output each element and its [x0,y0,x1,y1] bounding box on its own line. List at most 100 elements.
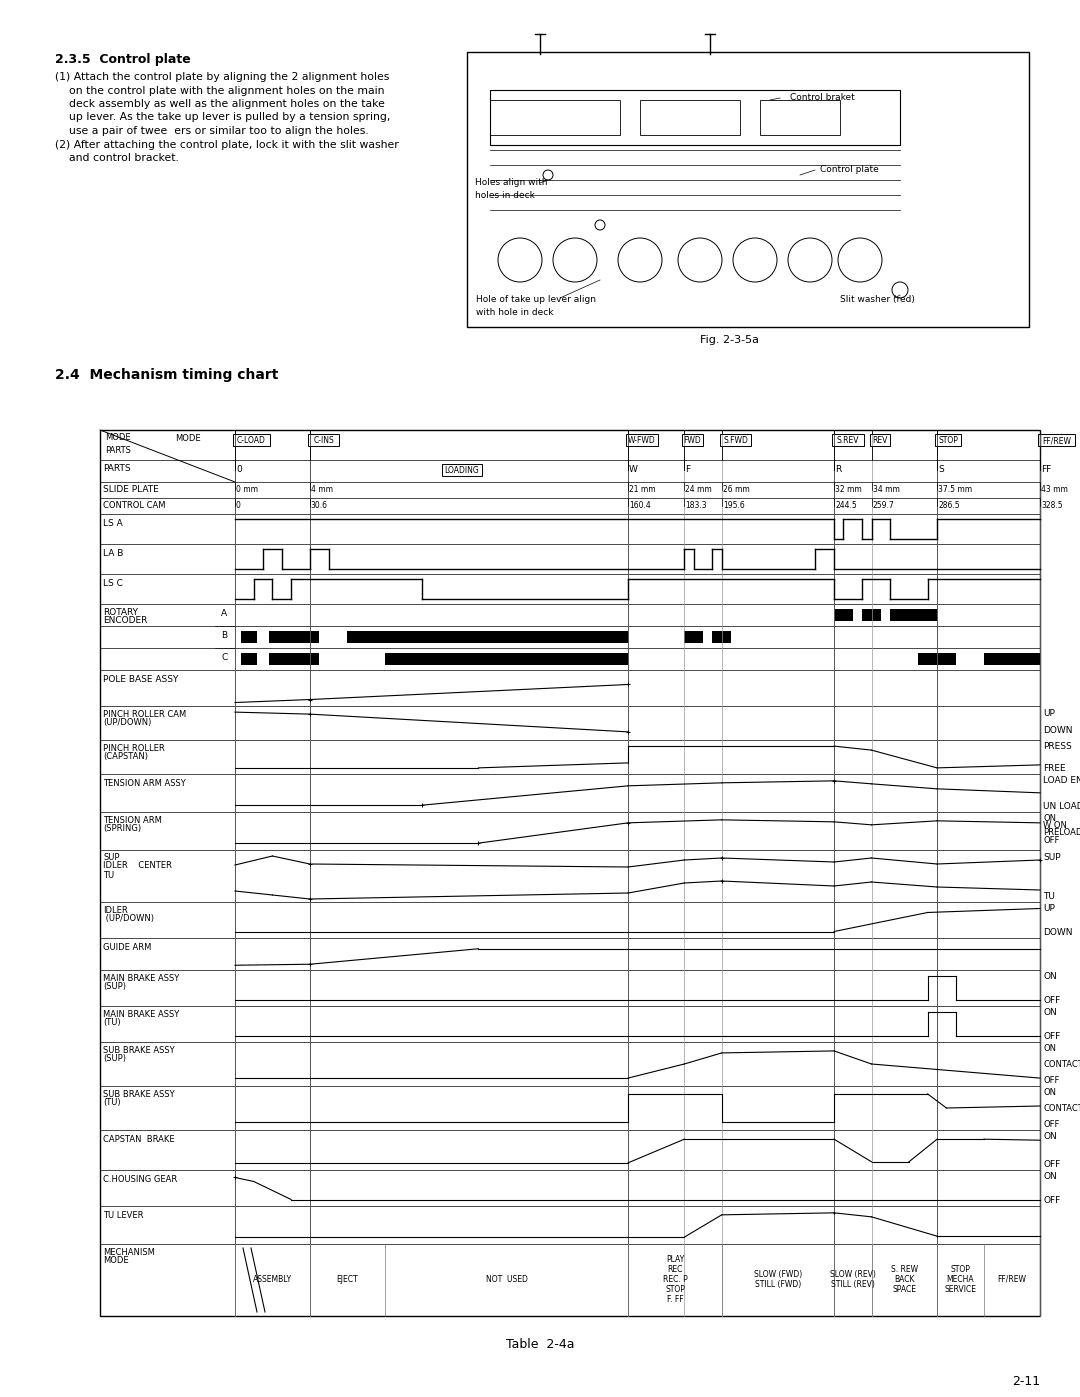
Text: FF/REW: FF/REW [1042,436,1071,446]
Text: Control plate: Control plate [820,165,879,175]
Text: 34 mm: 34 mm [873,485,900,495]
Text: and control bracket.: and control bracket. [55,154,179,163]
Bar [100,430,1040,1316]
Text: ON: ON [1043,1088,1056,1097]
Bar [467,52,1029,327]
Bar [233,434,270,446]
Text: STOP: STOP [939,436,958,446]
Text: DOWN: DOWN [1043,928,1072,937]
Bar [719,434,752,446]
Text: FREE: FREE [1043,764,1066,773]
Text: LS A: LS A [103,520,123,528]
Text: 259.7: 259.7 [873,502,894,510]
Bar [490,89,900,145]
Text: OFF: OFF [1043,1120,1059,1129]
Text: REV: REV [872,436,888,446]
Bar [442,464,482,476]
Text: OFF: OFF [1043,1076,1059,1085]
Text: F. FF: F. FF [666,1295,684,1303]
Text: IDLER: IDLER [103,907,127,915]
Text: C-LOAD: C-LOAD [238,436,266,446]
Text: ON: ON [1043,1044,1056,1053]
Bar [918,652,956,665]
Bar [862,609,881,620]
Text: PINCH ROLLER CAM: PINCH ROLLER CAM [103,710,186,719]
Text: LOADING: LOADING [444,467,480,475]
Text: S. REW: S. REW [891,1266,918,1274]
Text: LOAD END: LOAD END [1043,775,1080,785]
Text: FF/REW: FF/REW [998,1275,1026,1284]
Text: W: W [630,465,638,474]
Text: ON: ON [1043,1172,1056,1180]
Bar [683,434,703,446]
Text: 43 mm: 43 mm [1041,485,1068,495]
Text: MODE: MODE [175,434,201,443]
Bar [241,652,257,665]
Text: OFF: OFF [1043,1160,1061,1169]
Text: ON: ON [1043,1009,1056,1017]
Bar [890,609,937,620]
Text: 4 mm: 4 mm [311,485,333,495]
Text: 2.4  Mechanism timing chart: 2.4 Mechanism timing chart [55,367,279,381]
Text: TENSION ARM ASSY: TENSION ARM ASSY [103,780,186,788]
Text: 0: 0 [237,465,242,474]
Text: PRELOAD: PRELOAD [1043,828,1080,837]
Text: W-FWD: W-FWD [627,436,656,446]
Text: (UP/DOWN): (UP/DOWN) [103,914,154,923]
Text: TENSION ARM: TENSION ARM [103,816,162,826]
Text: (TU): (TU) [103,1098,121,1106]
Text: SLOW (REV): SLOW (REV) [829,1270,876,1280]
Text: FWD: FWD [684,436,701,446]
Text: (SUP): (SUP) [103,982,126,990]
Text: C: C [221,652,227,662]
Text: MODE: MODE [105,433,131,441]
Text: MAIN BRAKE ASSY: MAIN BRAKE ASSY [103,1010,179,1018]
Text: (SUP): (SUP) [103,1053,126,1063]
Text: REC: REC [667,1266,683,1274]
Text: 2-11: 2-11 [1012,1375,1040,1389]
Text: 2.3.5  Control plate: 2.3.5 Control plate [55,53,191,66]
Bar [490,101,620,136]
Text: STILL (FWD): STILL (FWD) [755,1280,801,1289]
Text: Holes align with: Holes align with [475,177,548,187]
Text: 21 mm: 21 mm [630,485,656,495]
Text: OFF: OFF [1043,1032,1061,1041]
Text: STOP: STOP [665,1285,685,1294]
Text: ASSEMBLY: ASSEMBLY [253,1275,292,1284]
Text: REC. P: REC. P [662,1275,687,1284]
Text: B: B [221,631,227,640]
Text: Fig. 2-3-5a: Fig. 2-3-5a [701,335,759,345]
Text: on the control plate with the alignment holes on the main: on the control plate with the alignment … [55,85,384,95]
Bar [626,434,658,446]
Text: R: R [835,465,841,474]
Bar [269,631,320,643]
Text: holes in deck: holes in deck [475,191,535,200]
Text: OFF: OFF [1043,1196,1061,1206]
Text: OFF: OFF [1043,996,1061,1004]
Text: (SPRING): (SPRING) [103,824,141,833]
Text: S.FWD: S.FWD [723,436,748,446]
Text: deck assembly as well as the alignment holes on the take: deck assembly as well as the alignment h… [55,99,384,109]
Text: STILL (REV): STILL (REV) [831,1280,875,1289]
Text: SLIDE PLATE: SLIDE PLATE [103,485,159,495]
Text: Slit washer (red): Slit washer (red) [840,295,915,305]
Text: MODE: MODE [103,1256,129,1266]
Text: LS C: LS C [103,578,123,588]
Text: 30.6: 30.6 [311,502,328,510]
Text: NOT  USED: NOT USED [486,1275,527,1284]
Bar [832,434,864,446]
Text: 32 mm: 32 mm [835,485,862,495]
Text: 183.3: 183.3 [686,502,707,510]
Bar [685,631,703,643]
Text: ON: ON [1043,972,1056,981]
Bar [348,631,629,643]
Text: ON: ON [1043,1132,1056,1141]
Text: IDLER    CENTER: IDLER CENTER [103,861,172,870]
Text: Table  2-4a: Table 2-4a [505,1338,575,1351]
Bar [1038,434,1075,446]
Text: (UP/DOWN): (UP/DOWN) [103,718,151,726]
Text: CAPSTAN  BRAKE: CAPSTAN BRAKE [103,1134,175,1144]
Text: (2) After attaching the control plate, lock it with the slit washer: (2) After attaching the control plate, l… [55,140,399,149]
Text: C.HOUSING GEAR: C.HOUSING GEAR [103,1175,177,1185]
Text: PARTS: PARTS [105,446,131,455]
